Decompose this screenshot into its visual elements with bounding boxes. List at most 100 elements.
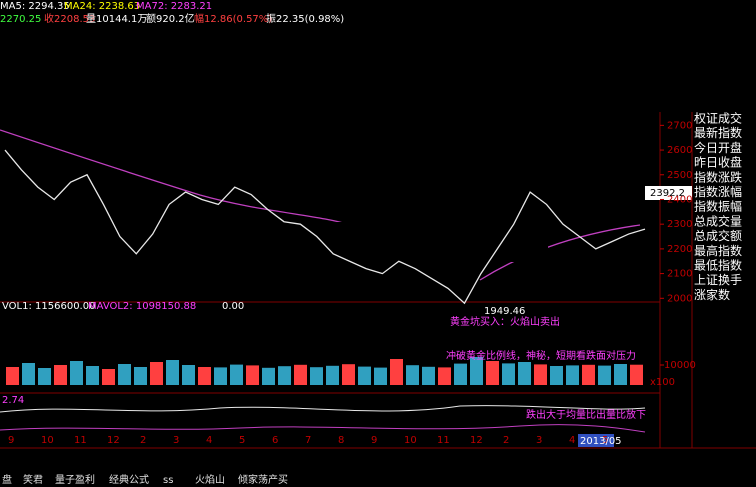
low-label: 1949.46	[484, 306, 525, 317]
volume-bar	[6, 367, 19, 385]
x-tick-label: 8	[338, 435, 344, 446]
menu-item: 总成交量	[694, 213, 742, 228]
x-tick-label: 5	[239, 435, 245, 446]
x-tick-label: 9	[8, 435, 14, 446]
volume-bar	[182, 365, 195, 385]
menu-item: 最低指数	[694, 258, 742, 273]
volume-bar	[198, 367, 211, 385]
volume-bar	[54, 365, 67, 385]
ma-line	[0, 129, 351, 226]
tab: 经典公式	[109, 473, 149, 486]
signal-text: 跌出大于均量比出量比放下	[526, 408, 646, 421]
x-tick-label: 5	[602, 435, 608, 446]
side-menu: 权证成交最新指数今日开盘昨日收盘指数涨跌指数涨幅指数振幅总成交量总成交额最高指数…	[694, 111, 742, 302]
volume-bar	[134, 367, 147, 385]
volume-bar	[150, 362, 163, 385]
menu-item: 最高指数	[694, 243, 742, 258]
header-text: MA5: 2294.35	[0, 1, 70, 12]
volume-bar	[630, 364, 643, 385]
volume-bar	[310, 367, 323, 385]
volume-bar	[406, 365, 419, 385]
volume-header: VOL1: 1156600.00	[2, 301, 95, 312]
volume-bar	[454, 363, 467, 385]
volume-bar	[390, 359, 403, 385]
tab: ss	[163, 475, 173, 486]
menu-item: 总成交额	[694, 228, 742, 243]
tab: 倾家荡产买	[238, 473, 288, 486]
unit-label: x100	[650, 377, 675, 388]
header-text: 收2208.53	[44, 12, 95, 25]
header-text: 量10144.1万	[86, 13, 147, 25]
date-label: 2013/05	[580, 436, 622, 447]
menu-item: 涨家数	[694, 287, 730, 302]
volume-bar	[598, 365, 611, 385]
osc-line	[0, 405, 646, 413]
menu-item: 权证成交	[694, 111, 742, 126]
x-tick-label: 4	[569, 435, 575, 446]
y-tick-label: 2400	[667, 194, 692, 205]
osc-label: 2.74	[2, 395, 24, 406]
header-text: 幅12.86(0.57%)	[194, 12, 272, 25]
x-tick-label: 11	[437, 435, 450, 446]
menu-item: 昨日收盘	[694, 155, 742, 170]
x-tick-label: 4	[206, 435, 212, 446]
volume-bar	[486, 361, 499, 385]
tab: 笑君	[23, 473, 43, 486]
volume-bar	[118, 364, 131, 385]
volume-bar	[438, 367, 451, 385]
menu-item: 指数涨跌	[694, 169, 742, 184]
menu-item: 今日开盘	[694, 140, 742, 155]
header-text: MA24: 2238.63	[64, 1, 140, 12]
volume-bar	[566, 365, 579, 385]
x-tick-label: 10	[41, 435, 54, 446]
volume-bar	[470, 357, 483, 385]
price-label: 2392.2	[650, 188, 685, 199]
volume-bar	[70, 361, 83, 385]
redaction	[205, 222, 548, 262]
volume-bar	[22, 363, 35, 385]
price-box	[645, 186, 692, 200]
volume-bar	[534, 364, 547, 385]
volume-bar	[342, 364, 355, 385]
x-tick-label: 10	[404, 435, 417, 446]
osc-line	[0, 424, 646, 433]
x-tick-label: 11	[74, 435, 87, 446]
date-box	[578, 434, 614, 447]
header-text: MA72: 2283.21	[136, 1, 212, 12]
x-tick-label: 3	[173, 435, 179, 446]
y-tick-label: 2700	[667, 120, 692, 131]
signal-text: 冲破黄金比例线，神秘，短期看跌面对压力	[446, 349, 636, 362]
volume-bar	[278, 366, 291, 385]
header-text: 2270.25	[0, 14, 41, 25]
volume-bar	[518, 362, 531, 385]
y-tick-label: 2000	[667, 293, 692, 304]
x-tick-label: 2	[140, 435, 146, 446]
volume-bar	[358, 366, 371, 385]
menu-item: 指数振幅	[694, 199, 742, 214]
volume-bar	[374, 367, 387, 385]
volume-bar	[262, 367, 275, 385]
menu-item: 指数涨幅	[694, 184, 742, 199]
header-text: 额920.2亿	[146, 12, 195, 25]
ma-line	[479, 224, 641, 281]
volume-bar	[294, 364, 307, 385]
volume-bar	[614, 364, 627, 385]
volume-bar	[502, 363, 515, 385]
volume-header: MAVOL2: 1098150.88	[88, 301, 196, 312]
volume-bar	[230, 364, 243, 385]
volume-bar	[38, 368, 51, 385]
volume-bar	[166, 360, 179, 385]
x-tick-label: 12	[470, 435, 483, 446]
y-tick-label: 2300	[667, 219, 692, 230]
menu-item: 上证换手	[694, 273, 742, 287]
x-tick-label: 12	[107, 435, 120, 446]
volume-bar	[102, 369, 115, 385]
blank-area	[428, 0, 756, 112]
y-tick-label: 2500	[667, 170, 692, 181]
tab: 盘	[2, 473, 12, 486]
y-tick-label: 2100	[667, 269, 692, 280]
volume-bar	[86, 366, 99, 385]
volume-header: 0.00	[222, 301, 244, 312]
volume-bar	[550, 366, 563, 385]
